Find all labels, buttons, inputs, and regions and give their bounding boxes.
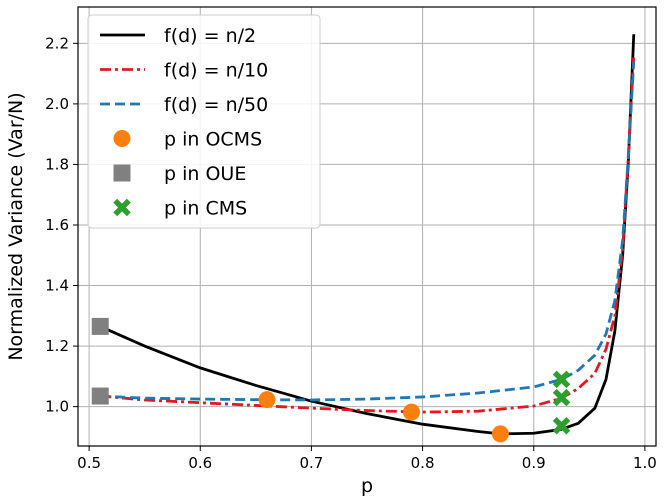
legend-marker-3 <box>113 130 131 147</box>
y-tick-label: 1.0 <box>45 398 69 416</box>
x-tick-label: 0.6 <box>188 454 212 472</box>
legend: f(d) = n/2 f(d) = n/10 f(d) = n/50 p in OCM… <box>87 14 321 229</box>
x-tick-label: 1.0 <box>633 454 657 472</box>
x-tick-label: 0.8 <box>411 454 435 472</box>
marker-square-1-1 <box>91 387 109 405</box>
legend-label: f(d) = n/2 <box>164 25 256 47</box>
marker-circle-0-0 <box>258 391 276 409</box>
y-tick-label: 1.6 <box>45 216 69 234</box>
marker-x-2-2 <box>552 370 571 389</box>
legend-label: p in CMS <box>164 198 247 220</box>
y-axis-title: Normalized Variance (Var/N) <box>5 92 27 360</box>
marker-x-2-2-stroke-b <box>552 370 571 389</box>
plot-frame <box>77 6 657 447</box>
marker-x-2-1-stroke-b <box>552 388 571 407</box>
series-line-1 <box>100 55 636 414</box>
marker-square-1-0 <box>91 317 109 335</box>
series-line-0 <box>99 34 636 436</box>
legend-label: p in OCMS <box>164 129 262 151</box>
x-tick-label: 0.9 <box>522 454 546 472</box>
legend-box <box>87 14 321 229</box>
marker-x-2-0 <box>552 416 571 435</box>
legend-marker-5 <box>113 198 131 217</box>
series-line-2 <box>100 61 636 402</box>
marker-x-2-1 <box>552 388 571 407</box>
y-tick-label: 1.8 <box>45 155 69 173</box>
x-axis-ticks: 0.5 0.6 0.7 0.8 0.9 1.0 <box>77 446 657 472</box>
x-tick-label: 0.7 <box>299 454 323 472</box>
y-tick-label: 1.4 <box>45 277 69 295</box>
y-axis-ticks: 1.0 1.2 1.4 1.6 1.8 2.0 2.2 <box>45 34 78 416</box>
x-axis-title: p <box>361 475 373 497</box>
legend-label: p in OUE <box>164 163 246 185</box>
y-tick-label: 1.2 <box>45 337 69 355</box>
marker-circle-0-1 <box>402 403 420 421</box>
marker-x-2-0-stroke-b <box>552 416 571 435</box>
legend-label: f(d) = n/50 <box>164 94 268 116</box>
legend-marker-4 <box>113 164 131 182</box>
y-tick-label: 2.2 <box>45 34 69 52</box>
series-layer <box>99 34 636 436</box>
marker-circle-0-2 <box>491 425 509 443</box>
y-tick-label: 2.0 <box>45 95 69 113</box>
x-tick-label: 0.5 <box>77 454 101 472</box>
marker-layer <box>91 317 571 443</box>
legend-label: f(d) = n/10 <box>164 60 268 82</box>
legend-marker-5-stroke-b <box>113 198 131 217</box>
